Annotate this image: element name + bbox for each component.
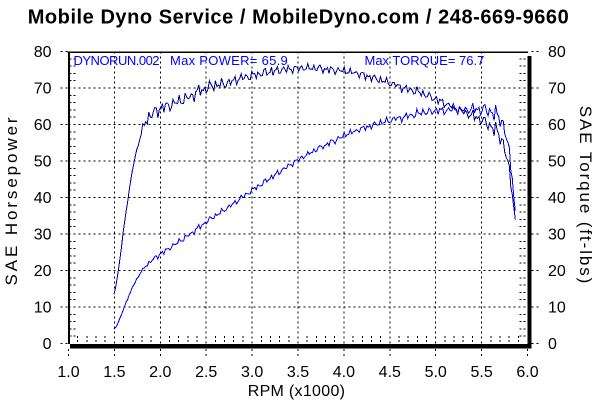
svg-text:80: 80 — [34, 44, 52, 61]
svg-text:30: 30 — [34, 227, 52, 244]
svg-text:30: 30 — [548, 227, 566, 244]
svg-text:DYNORUN.002: DYNORUN.002 — [74, 53, 160, 68]
svg-text:0: 0 — [43, 336, 52, 353]
svg-text:60: 60 — [34, 117, 52, 134]
svg-text:4.5: 4.5 — [379, 364, 401, 381]
svg-text:5.0: 5.0 — [425, 364, 447, 381]
svg-text:80: 80 — [548, 44, 566, 61]
svg-text:40: 40 — [34, 190, 52, 207]
svg-text:SAE Torque (ft-lbs): SAE Torque (ft-lbs) — [576, 106, 595, 285]
svg-text:6.0: 6.0 — [516, 364, 538, 381]
svg-text:40: 40 — [548, 190, 566, 207]
svg-text:4.0: 4.0 — [333, 364, 355, 381]
svg-text:20: 20 — [34, 263, 52, 280]
svg-text:Max TORQUE= 76.7: Max TORQUE= 76.7 — [365, 53, 485, 68]
svg-text:SAE Horsepower: SAE Horsepower — [2, 115, 21, 286]
svg-text:50: 50 — [548, 154, 566, 171]
svg-text:2.0: 2.0 — [149, 364, 171, 381]
svg-text:1.0: 1.0 — [57, 364, 79, 381]
svg-text:0: 0 — [548, 336, 557, 353]
svg-text:2.5: 2.5 — [195, 364, 217, 381]
svg-text:10: 10 — [548, 300, 566, 317]
svg-text:1.5: 1.5 — [103, 364, 125, 381]
svg-text:10: 10 — [34, 300, 52, 317]
svg-text:Max POWER= 65.9: Max POWER= 65.9 — [170, 53, 288, 68]
svg-text:70: 70 — [34, 81, 52, 98]
svg-text:RPM (x1000): RPM (x1000) — [248, 383, 346, 400]
svg-text:3.0: 3.0 — [241, 364, 263, 381]
svg-text:70: 70 — [548, 81, 566, 98]
svg-text:Mobile Dyno Service / MobileDy: Mobile Dyno Service / MobileDyno.com / 2… — [28, 7, 570, 29]
svg-text:20: 20 — [548, 263, 566, 280]
svg-text:60: 60 — [548, 117, 566, 134]
svg-text:50: 50 — [34, 154, 52, 171]
svg-text:3.5: 3.5 — [287, 364, 309, 381]
svg-text:5.5: 5.5 — [470, 364, 492, 381]
